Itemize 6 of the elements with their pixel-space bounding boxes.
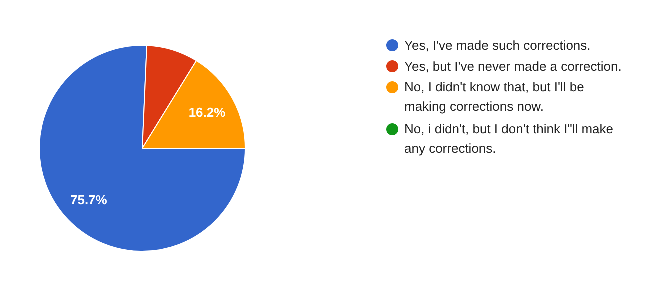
- data-label: 16.2%: [188, 104, 226, 120]
- legend-label: No, I didn't know that, but I'll be making corrections now.: [404, 80, 584, 114]
- data-label: 75.7%: [70, 192, 108, 208]
- legend-label: Yes, but I've never made a correction.: [404, 59, 622, 74]
- legend-label: Yes, I've made such corrections.: [404, 38, 591, 53]
- legend-label: No, i didn't, but I don't think I"ll make any corrections.: [404, 122, 614, 156]
